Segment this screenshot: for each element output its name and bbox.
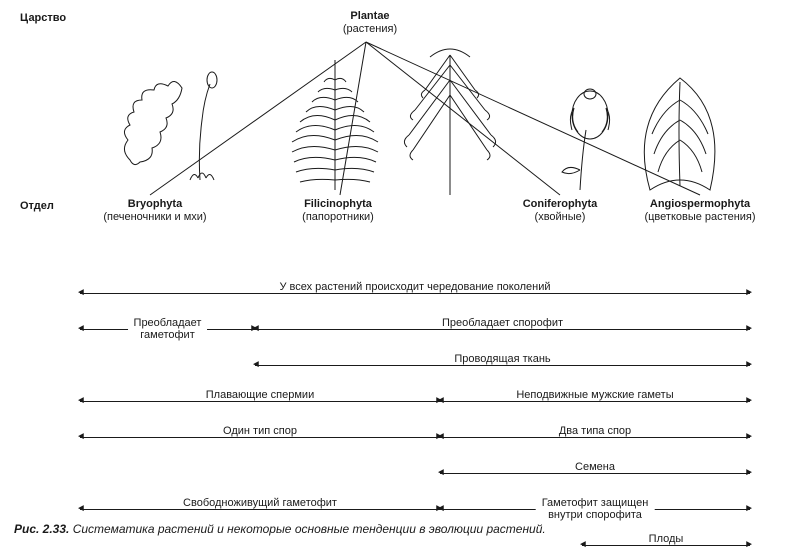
arrow-left-icon: ◄ <box>253 324 259 335</box>
arrow-left-icon: ◄ <box>78 288 84 299</box>
trait-row: ◄ ► У всех растений происходит чередование… <box>50 270 760 306</box>
angiospermophyta-drawing <box>540 60 740 195</box>
arrow-left-icon: ◄ <box>78 432 84 443</box>
trait-segment: ◄ ► Семена <box>440 464 750 482</box>
trait-segment: ◄ ► Преобладает спорофит <box>255 320 750 338</box>
division-ru: (папоротники) <box>302 211 374 223</box>
trait-arrow-line <box>440 473 750 474</box>
trait-arrow-line <box>255 329 750 330</box>
trait-label: Один тип спор <box>217 425 303 437</box>
trait-arrow-line <box>80 293 750 294</box>
arrow-right-icon: ► <box>746 288 752 299</box>
trait-label: Преобладает спорофит <box>436 317 569 329</box>
trait-segment: ◄ ► Неподвижные мужские гаметы <box>440 392 750 410</box>
trait-label: Неподвижные мужские гаметы <box>510 389 679 401</box>
arrow-right-icon: ► <box>746 468 752 479</box>
trait-label: Плоды <box>643 533 690 545</box>
division-coniferophyta: Coniferophyta (хвойные) <box>500 198 620 224</box>
trait-label: Гаметофит защищенвнутри спорофита <box>536 497 655 521</box>
filicinophyta-drawing <box>280 50 390 195</box>
trait-row: ◄ ► Семена <box>50 450 760 486</box>
traits-area: ◄ ► У всех растений происходит чередование… <box>50 270 760 558</box>
trait-label: Преобладаетгаметофит <box>128 317 208 341</box>
trait-segment: ◄ ► Проводящая ткань <box>255 356 750 374</box>
trait-arrow-line <box>80 401 440 402</box>
trait-row: ◄ ► Проводящая ткань <box>50 342 760 378</box>
trait-segment: ◄►Плавающие спермии <box>80 392 440 410</box>
figure-caption: Рис. 2.33. Систематика растений и некото… <box>14 522 546 536</box>
arrow-left-icon: ◄ <box>438 504 444 515</box>
trait-segment: ◄►Свободноживущий гаметофит <box>80 500 440 518</box>
trait-segment: ◄ ► У всех растений происходит чередование… <box>80 284 750 302</box>
arrow-left-icon: ◄ <box>78 504 84 515</box>
arrow-left-icon: ◄ <box>78 324 84 335</box>
trait-label: Свободноживущий гаметофит <box>177 497 343 509</box>
arrow-right-icon: ► <box>746 396 752 407</box>
trait-row: ◄►Свободноживущий гаметофит◄ ► Гаметофит з… <box>50 486 760 522</box>
trait-segment: ◄ ► Два типа спор <box>440 428 750 446</box>
trait-segment: ◄►Один тип спор <box>80 428 440 446</box>
trait-segment: ◄ ► Гаметофит защищенвнутри спорофита <box>440 500 750 518</box>
division-filicinophyta: Filicinophyta (папоротники) <box>268 198 408 224</box>
figure-text: Систематика растений и некоторые основны… <box>73 522 546 536</box>
division-bryophyta: Bryophyta (печеночники и мхи) <box>75 198 235 224</box>
division-angiospermophyta: Angiospermophyta (цветковые растения) <box>620 198 780 224</box>
trait-arrow-line <box>80 509 440 510</box>
arrow-left-icon: ◄ <box>438 468 444 479</box>
division-ru: (хвойные) <box>535 211 586 223</box>
trait-segment: ◄►Плоды <box>582 536 750 554</box>
division-latin: Filicinophyta <box>304 198 372 210</box>
trait-row: ◄►Один тип спор◄ ► Два типа спор <box>50 414 760 450</box>
figure-number: Рис. 2.33. <box>14 522 69 536</box>
arrow-left-icon: ◄ <box>253 360 259 371</box>
coniferophyta-drawing <box>395 35 505 195</box>
division-ru: (печеночники и мхи) <box>103 211 206 223</box>
trait-label: Проводящая ткань <box>448 353 556 365</box>
trait-label: Плавающие спермии <box>200 389 320 401</box>
division-ru: (цветковые растения) <box>644 211 755 223</box>
trait-label: Семена <box>569 461 621 473</box>
trait-label: У всех растений происходит чередование п… <box>273 281 556 293</box>
trait-arrow-line <box>440 401 750 402</box>
division-latin: Angiospermophyta <box>650 198 750 210</box>
trait-arrow-line <box>255 365 750 366</box>
trait-row: ◄►Преобладаетгаметофит◄ ► Преобладает спор… <box>50 306 760 342</box>
trait-label: Два типа спор <box>553 425 637 437</box>
division-latin: Coniferophyta <box>523 198 598 210</box>
arrow-left-icon: ◄ <box>78 396 84 407</box>
arrow-right-icon: ► <box>746 360 752 371</box>
bryophyta-drawing <box>120 70 250 190</box>
arrow-left-icon: ◄ <box>438 396 444 407</box>
trait-row: ◄►Плавающие спермии◄ ► Неподвижные мужские… <box>50 378 760 414</box>
trait-segment: ◄►Преобладаетгаметофит <box>80 320 255 338</box>
arrow-right-icon: ► <box>746 324 752 335</box>
trait-arrow-line <box>440 437 750 438</box>
arrow-right-icon: ► <box>746 432 752 443</box>
trait-arrow-line <box>80 437 440 438</box>
arrow-left-icon: ◄ <box>438 432 444 443</box>
arrow-right-icon: ► <box>746 504 752 515</box>
division-latin: Bryophyta <box>128 198 182 210</box>
